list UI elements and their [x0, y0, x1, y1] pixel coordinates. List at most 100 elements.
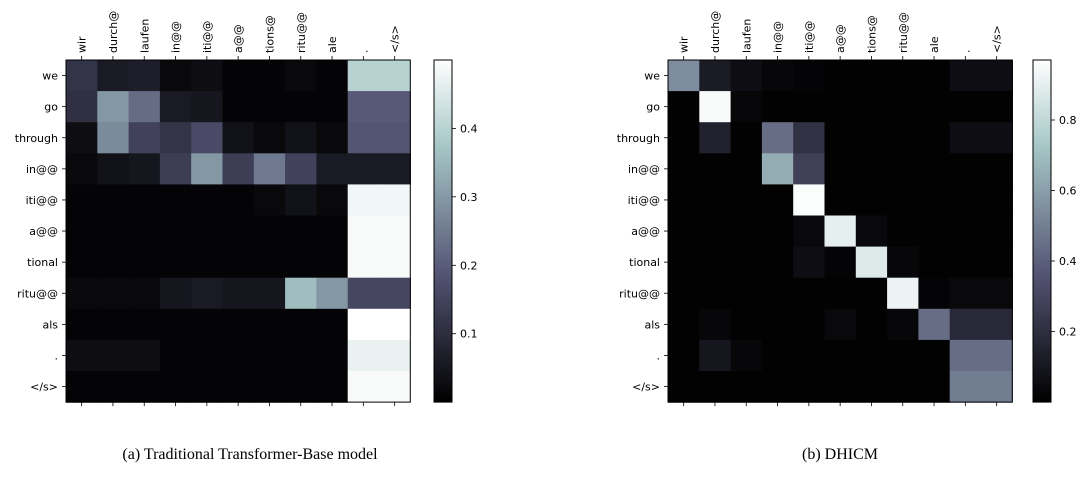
heatmap-cell	[66, 246, 98, 279]
heatmap-cell	[855, 277, 888, 310]
heatmap-cell	[793, 122, 826, 154]
x-tick-label: a@@	[834, 24, 847, 53]
heatmap-cell	[918, 60, 951, 92]
heatmap-cell	[793, 153, 826, 185]
y-tick-label: iti@@	[628, 194, 660, 207]
heatmap-cell	[824, 308, 857, 341]
heatmap-cell	[347, 246, 380, 279]
heatmap-cell	[918, 339, 951, 372]
x-tick-label: durch@	[709, 11, 722, 53]
heatmap-cell	[981, 246, 1013, 279]
heatmap-cell	[855, 339, 888, 372]
heatmap-cell	[981, 184, 1013, 217]
colorbar	[1032, 59, 1052, 403]
heatmap-cell	[730, 215, 763, 248]
heatmap-cell	[347, 122, 380, 154]
colorbar-tick-label: 0.4	[1059, 255, 1077, 268]
x-tick-label: wir	[76, 36, 89, 53]
y-tick-label: als	[42, 318, 58, 331]
heatmap-cell	[855, 308, 888, 341]
heatmap-cell	[191, 246, 224, 279]
heatmap-cell	[981, 339, 1013, 372]
heatmap-cell	[699, 153, 732, 185]
x-tick-label: iti@@	[803, 21, 816, 53]
y-tick-label: in@@	[628, 163, 660, 176]
x-tick-label: laufen	[740, 19, 753, 53]
heatmap-cell	[253, 60, 286, 92]
heatmap-cell	[128, 215, 161, 248]
heatmap-cell	[824, 215, 857, 248]
x-tick-label: ritu@@	[295, 12, 308, 53]
heatmap-cell	[730, 277, 763, 310]
heatmap-cell	[949, 122, 982, 154]
heatmap-cell	[949, 371, 982, 403]
heatmap-cell	[949, 277, 982, 310]
heatmap-cell	[824, 153, 857, 185]
heatmap-cell	[253, 91, 286, 123]
heatmap-cell	[128, 277, 161, 310]
heatmap-cell	[887, 308, 919, 341]
heatmap-cell	[949, 308, 982, 341]
heatmap-cell	[97, 246, 130, 279]
heatmap-cell	[379, 215, 411, 248]
heatmap-cell	[285, 184, 317, 217]
y-tick-label: als	[644, 318, 660, 331]
heatmap-cell	[159, 60, 192, 92]
heatmap-cell	[379, 153, 411, 185]
heatmap-cell	[793, 308, 826, 341]
heatmap-cell	[949, 60, 982, 92]
x-tick-label: ritu@@	[897, 12, 910, 53]
heatmap-cell	[949, 91, 982, 123]
y-tick-label: go	[646, 101, 660, 114]
heatmap-cell	[668, 371, 700, 403]
heatmap-cell	[981, 153, 1013, 185]
heatmap-cell	[191, 91, 224, 123]
heatmap-cell	[347, 215, 380, 248]
heatmap-cell	[730, 308, 763, 341]
heatmap-cell	[285, 339, 317, 372]
heatmap-cell	[730, 60, 763, 92]
heatmap-cell	[128, 60, 161, 92]
heatmap-cell	[918, 122, 951, 154]
heatmap-cell	[66, 277, 98, 310]
heatmap-cell	[668, 215, 700, 248]
heatmap-cell	[159, 277, 192, 310]
heatmap-cell	[793, 277, 826, 310]
x-tick-label: a@@	[232, 24, 245, 53]
heatmap-cell	[222, 60, 255, 92]
heatmap-cell	[347, 371, 380, 403]
heatmap-panel-b: we go through in@@ iti@@ a@@ tional ritu@@ als. <…	[617, 11, 1077, 407]
heatmap-cell	[668, 122, 700, 154]
heatmap-cell	[668, 91, 700, 123]
heatmap-cell	[761, 308, 794, 341]
x-tick-label: wir	[678, 36, 691, 53]
heatmap-cell	[949, 153, 982, 185]
x-tick-label: tions@	[866, 15, 879, 53]
heatmap-cell	[855, 184, 888, 217]
heatmap-cell	[887, 215, 919, 248]
heatmap-cell	[253, 184, 286, 217]
heatmap-cell	[793, 215, 826, 248]
heatmap-cell	[379, 277, 411, 310]
heatmap-cell	[761, 122, 794, 154]
heatmap-cell	[316, 215, 349, 248]
heatmap-cell	[761, 277, 794, 310]
heatmap-cell	[981, 277, 1013, 310]
colorbar-tick-label: 0.6	[1059, 185, 1077, 198]
heatmap-cell	[761, 246, 794, 279]
heatmap-cell	[128, 184, 161, 217]
y-tick-label: ritu@@	[619, 287, 660, 300]
heatmap-cell	[222, 153, 255, 185]
heatmap-cell	[887, 122, 919, 154]
heatmap-cell	[699, 277, 732, 310]
heatmap-cell	[347, 339, 380, 372]
heatmap-cell	[66, 60, 98, 92]
heatmap-cell	[222, 91, 255, 123]
heatmap-cell	[379, 371, 411, 403]
heatmap-cell	[222, 215, 255, 248]
heatmap-cell	[316, 60, 349, 92]
heatmap-cell	[347, 184, 380, 217]
heatmap-cell	[981, 122, 1013, 154]
x-tick-label: in@@	[170, 21, 183, 53]
heatmap-cell	[316, 91, 349, 123]
